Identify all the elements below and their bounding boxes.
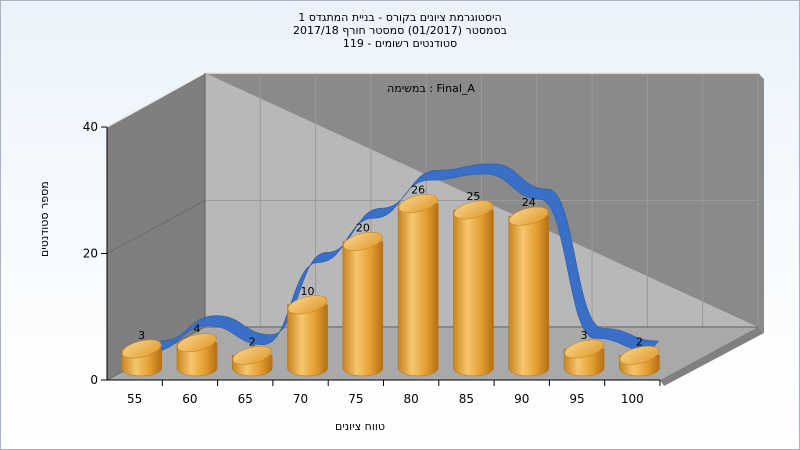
data-label: 20 [356, 222, 370, 235]
bar-cap [232, 345, 273, 365]
bar-body [508, 215, 550, 377]
x-tick-label: 55 [127, 392, 142, 406]
back-wall-edge [205, 73, 764, 333]
x-tick-label: 75 [348, 392, 363, 406]
bar-body [287, 304, 328, 377]
x-tick-label: 100 [621, 392, 644, 406]
bar [453, 200, 494, 377]
bar-cap [564, 339, 604, 359]
bar [231, 345, 273, 377]
data-label: 10 [301, 285, 315, 298]
data-label: 3 [581, 329, 588, 342]
data-label: 2 [636, 335, 643, 348]
bar-body [342, 241, 384, 377]
bar-cap [453, 200, 494, 220]
floor-edge [660, 327, 764, 386]
bar-cap [121, 339, 162, 359]
bar [121, 339, 162, 377]
x-tick-label: 85 [459, 392, 474, 406]
bar [397, 194, 439, 377]
bar-body [453, 209, 494, 377]
y-tick-label: 0 [90, 373, 98, 387]
x-tick-label: 90 [514, 392, 529, 406]
plot-inner-edge [204, 73, 758, 328]
x-axis-label: טווח ציונים [335, 420, 385, 433]
bar [508, 206, 550, 377]
plot-annotation: במשימה : Final_A [387, 82, 475, 95]
data-label: 3 [138, 329, 145, 342]
data-label: 4 [193, 323, 200, 336]
bar-cap [508, 206, 549, 226]
bar-cap [287, 295, 328, 315]
bar-cap [619, 345, 660, 365]
y-axis-label: מספר סטודנטים [38, 181, 51, 257]
bar [287, 295, 328, 377]
bar [176, 333, 218, 377]
x-tick-label: 95 [569, 392, 584, 406]
chart-title-line-2: בסמסטר (01/2017) סמסטר חורף 2017/18 [293, 24, 507, 37]
data-label: 26 [411, 184, 425, 197]
x-tick-label: 65 [238, 392, 253, 406]
x-tick-label: 70 [293, 392, 308, 406]
data-label: 24 [522, 196, 536, 209]
bar-cap [343, 232, 383, 251]
y-tick-label: 40 [83, 120, 98, 134]
bar-cap [177, 333, 217, 353]
y-tick-label: 20 [83, 247, 98, 261]
x-tick-label: 80 [404, 392, 419, 406]
bar [619, 345, 660, 377]
data-label: 25 [466, 190, 480, 203]
chart-title-line-1: היסטוגרמת ציונים בקורס - בניית המתגדס 1 [298, 11, 502, 24]
bar [563, 339, 605, 377]
chart-title-line-3: סטודנטים רשומים - 119 [342, 37, 458, 50]
bar-cap [398, 194, 438, 213]
x-tick-label: 60 [182, 392, 197, 406]
bar-body [397, 203, 439, 377]
bar [342, 232, 384, 377]
data-label: 2 [249, 335, 256, 348]
gridline-side [106, 200, 206, 254]
